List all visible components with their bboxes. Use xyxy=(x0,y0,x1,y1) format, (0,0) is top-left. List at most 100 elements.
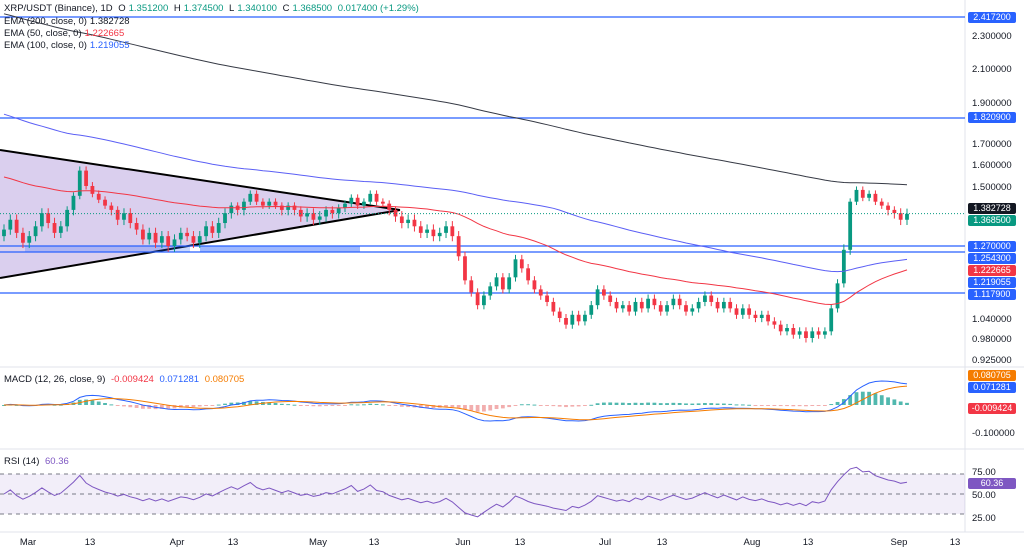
macd-histogram-bar xyxy=(576,405,581,407)
candle xyxy=(286,205,291,210)
candle xyxy=(469,280,474,293)
macd-histogram-bar xyxy=(431,405,436,408)
macd-histogram-bar xyxy=(860,391,865,405)
candle xyxy=(418,226,423,233)
candle xyxy=(785,328,789,332)
candle xyxy=(633,301,638,312)
ohlc-o-value: 1.351200 xyxy=(128,3,169,14)
candle xyxy=(538,289,543,296)
macd-histogram-bar xyxy=(362,404,366,406)
candle xyxy=(166,236,171,246)
macd-histogram-bar xyxy=(778,405,783,407)
macd-label: MACD (12, 26, close, 9) xyxy=(4,374,106,385)
candle xyxy=(336,207,341,214)
ema100-label: EMA (100, close, 0) xyxy=(4,40,87,51)
macd-histogram-bar xyxy=(159,405,164,409)
candle xyxy=(545,295,549,302)
candle xyxy=(873,193,878,202)
candle xyxy=(273,201,278,206)
candle xyxy=(488,286,493,296)
candle xyxy=(216,223,221,233)
price-axis-label: 1.700000 xyxy=(972,139,1012,150)
candle xyxy=(747,308,752,315)
macd-histogram-bar xyxy=(513,405,518,406)
x-tick: Aug xyxy=(743,537,761,548)
macd-histogram-bar xyxy=(374,403,379,405)
candle xyxy=(848,201,853,250)
candle xyxy=(412,219,417,227)
candle xyxy=(804,331,808,338)
macd-histogram-bar xyxy=(532,404,537,406)
macd-histogram-bar xyxy=(614,402,619,405)
macd-histogram-bar xyxy=(444,405,448,408)
candle xyxy=(715,301,720,309)
candle xyxy=(507,277,512,290)
candle xyxy=(854,189,859,202)
macd-histogram-bar xyxy=(639,402,644,405)
ohlc-c-label: C xyxy=(282,3,290,14)
macd-histogram-bar xyxy=(197,405,202,407)
candle xyxy=(684,305,688,312)
candle xyxy=(500,277,505,290)
macd-histogram-bar xyxy=(109,404,114,406)
macd-histogram-bar xyxy=(658,403,663,405)
macd-histogram-bar xyxy=(797,405,802,407)
candle xyxy=(677,298,682,306)
candle xyxy=(570,314,575,325)
price-axis-label: 2.100000 xyxy=(972,64,1012,75)
macd-histogram-bar xyxy=(677,402,682,405)
price-tag-ema50: 1.222665 xyxy=(968,265,1016,276)
macd-histogram-bar xyxy=(216,404,221,406)
macd-histogram-bar xyxy=(204,405,208,406)
candle xyxy=(254,193,259,202)
candle xyxy=(816,331,821,335)
x-tick: 13 xyxy=(656,537,668,548)
rsi-legend: RSI (14) 60.36 xyxy=(4,456,72,467)
macd-histogram-bar xyxy=(450,405,455,408)
macd-histogram-bar xyxy=(336,405,341,406)
macd-histogram-bar xyxy=(115,405,120,406)
candle xyxy=(425,229,429,233)
macd-histogram-bar xyxy=(740,404,745,406)
x-tick: Jul xyxy=(598,537,612,548)
candle xyxy=(330,209,335,214)
macd-histogram-bar xyxy=(595,403,600,405)
candle xyxy=(665,305,669,312)
candle xyxy=(456,236,461,257)
macd-histogram-bar xyxy=(469,405,474,411)
candle xyxy=(197,236,202,243)
candle xyxy=(343,203,347,208)
ohlc-change: 0.017400 (+1.29%) xyxy=(337,3,419,14)
price-tag-last: 1.368500 xyxy=(968,215,1016,226)
macd-histogram-bar xyxy=(166,405,171,409)
macd-histogram-bar xyxy=(867,391,872,405)
macd-histogram-bar xyxy=(589,404,594,406)
macd-histogram-bar xyxy=(538,405,543,406)
macd-histogram-bar xyxy=(122,405,126,407)
price-tag-1.8209: 1.820900 xyxy=(968,112,1016,123)
macd-histogram-bar xyxy=(425,405,429,408)
price-tag-2.4172: 2.417200 xyxy=(968,12,1016,23)
candle xyxy=(475,292,480,306)
macd-histogram-bar xyxy=(147,405,152,409)
candle xyxy=(898,213,903,220)
macd-histogram-bar xyxy=(387,405,392,406)
candle xyxy=(526,268,531,281)
candle xyxy=(444,226,448,233)
macd-histogram-bar xyxy=(854,392,859,405)
macd-histogram-bar xyxy=(456,405,461,408)
candle xyxy=(709,295,714,302)
macd-histogram-bar xyxy=(835,401,840,405)
macd-histogram-bar xyxy=(557,405,562,407)
macd-histogram-bar xyxy=(482,405,486,412)
rsi-pane xyxy=(0,466,965,518)
candle xyxy=(620,305,625,309)
macd-histogram-bar xyxy=(286,404,291,406)
rsi-axis-label: 25.00 xyxy=(972,513,996,524)
candle xyxy=(519,259,524,269)
candle xyxy=(103,199,107,206)
macd-histogram-bar xyxy=(703,402,707,405)
macd-histogram-bar xyxy=(90,400,95,405)
candle xyxy=(450,226,455,237)
